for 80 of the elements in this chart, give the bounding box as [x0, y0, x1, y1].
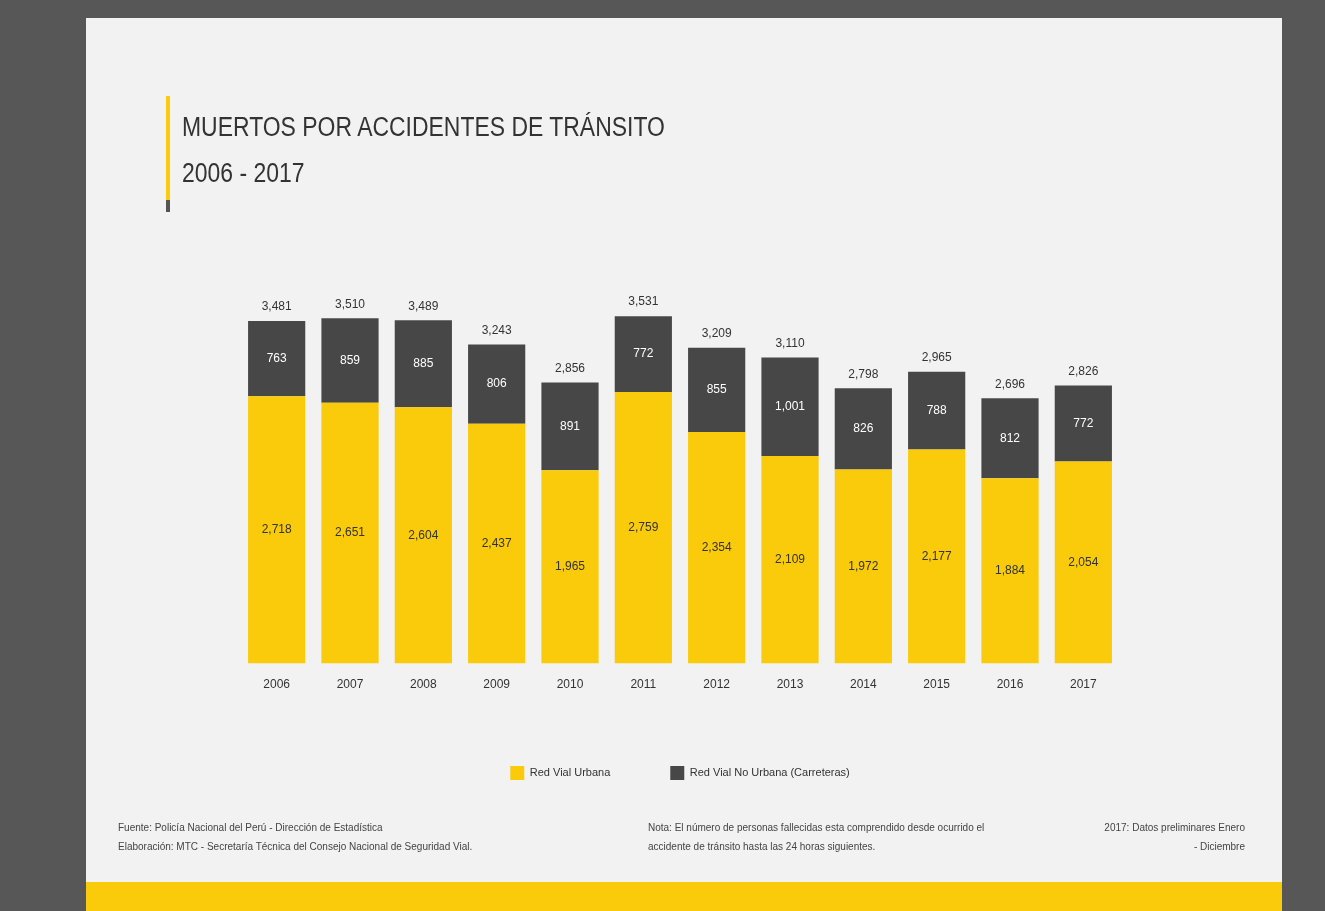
data-label: 2,651 — [334, 525, 366, 540]
bar — [688, 347, 746, 432]
bar — [761, 357, 819, 457]
bar — [1054, 461, 1112, 664]
total-label: 3,489 — [408, 298, 439, 313]
data-label: 891 — [559, 418, 581, 433]
data-label: 2,604 — [408, 527, 439, 542]
data-label: 812 — [999, 430, 1021, 445]
total-label: 3,481 — [261, 299, 293, 314]
legend-label: Red Vial Urbana — [529, 766, 612, 779]
bar — [834, 469, 892, 664]
bar — [908, 449, 966, 664]
total-label: 2,965 — [921, 350, 953, 365]
bar — [468, 344, 526, 424]
bar — [394, 320, 452, 408]
bar — [321, 402, 379, 664]
text: Nota: El número de personas fallecidas esta comprendido desde ocurrido el accidente de tránsito hasta las 24 horas siguientes. — [648, 821, 986, 854]
total-label: 2,696 — [994, 376, 1026, 391]
bar — [688, 431, 746, 664]
data-label: 2,054 — [1068, 554, 1099, 569]
data-label: 788 — [926, 402, 947, 417]
bar — [981, 478, 1039, 664]
x-tick-label: 2009 — [483, 677, 511, 692]
chart-title: MUERTOS POR ACCIDENTES DE TRÁNSITO — [182, 112, 665, 143]
total-label: 3,110 — [775, 335, 805, 350]
bar — [908, 371, 966, 450]
data-label: 826 — [853, 421, 874, 436]
x-tick-label: 2012 — [703, 677, 731, 692]
bar — [761, 456, 819, 664]
bar — [468, 423, 526, 664]
bar — [248, 396, 306, 664]
data-label: 2,354 — [701, 540, 733, 555]
data-label: 763 — [266, 350, 287, 365]
x-tick-label: 2010 — [556, 677, 584, 692]
total-label: 3,531 — [628, 294, 659, 309]
chart-subtitle: 2006 - 2017 — [182, 158, 305, 189]
x-tick-label: 2017 — [1069, 677, 1097, 692]
x-tick-label: 2008 — [409, 677, 437, 692]
data-label: 2,437 — [481, 536, 513, 551]
data-label: 885 — [413, 356, 434, 371]
total-label: 3,243 — [481, 322, 513, 337]
x-tick-label: 2013 — [776, 677, 804, 692]
x-tick-label: 2007 — [336, 677, 364, 692]
data-label: 1,001 — [774, 399, 806, 414]
total-label: 2,856 — [554, 360, 586, 375]
data-label: 859 — [339, 352, 361, 367]
data-label: 772 — [1073, 415, 1094, 430]
data-label: 2,718 — [261, 522, 293, 537]
total-label: 3,510 — [334, 296, 366, 311]
x-tick-label: 2016 — [996, 677, 1024, 692]
total-label: 2,826 — [1068, 363, 1099, 378]
data-label: 2,177 — [921, 548, 953, 563]
total-label: 3,209 — [701, 326, 733, 341]
x-tick-label: 2011 — [630, 677, 657, 692]
text: Elaboración: MTC - Secretaría Técnica del Consejo Nacional de Seguridad Vial. — [118, 840, 473, 854]
legend-label: Red Vial No Urbana (Carreteras) — [689, 766, 850, 779]
x-tick-label: 2006 — [263, 677, 291, 692]
data-label: 772 — [633, 346, 654, 361]
data-label: 855 — [706, 382, 727, 397]
bar — [541, 470, 599, 664]
bar — [541, 382, 599, 471]
bar — [614, 392, 672, 664]
total-label: 2,798 — [848, 366, 879, 381]
bar — [394, 407, 452, 664]
text: 2017: Datos preliminares Enero - Diciembre — [1103, 821, 1245, 854]
data-label: 1,884 — [994, 563, 1026, 578]
data-label: 1,965 — [554, 559, 586, 574]
bar — [834, 388, 892, 470]
data-label: 2,759 — [628, 520, 659, 535]
bar — [248, 321, 306, 397]
data-label: 1,972 — [848, 558, 879, 573]
source-note: Fuente: Policía Nacional del Perú - Dirección de Estadística — [118, 821, 383, 835]
data-label: 806 — [486, 376, 507, 391]
data-label: 2,109 — [774, 552, 806, 567]
bar — [321, 318, 379, 403]
x-tick-label: 2015 — [923, 677, 951, 692]
bar — [981, 398, 1039, 479]
bar — [1054, 385, 1112, 462]
x-tick-label: 2014 — [849, 677, 877, 692]
bar — [614, 316, 672, 393]
